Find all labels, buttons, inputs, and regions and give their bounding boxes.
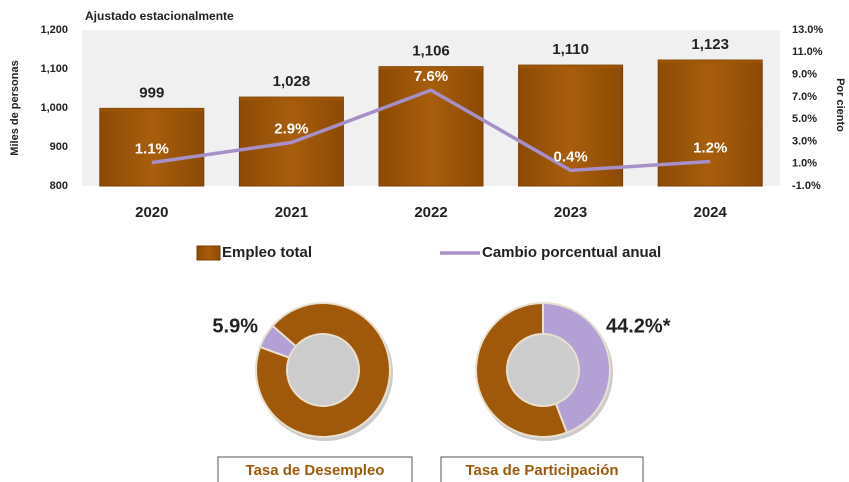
y-tick-label: 1,000 [40, 102, 68, 114]
bar [378, 66, 484, 187]
legend-label: Cambio porcentual anual [482, 244, 661, 261]
line-value-label: 2.9% [274, 121, 308, 138]
line [151, 88, 711, 173]
y2-tick-label: 9.0% [792, 68, 817, 80]
legend-swatch [196, 245, 221, 261]
subtitle: Ajustado estacionalmente [85, 9, 234, 23]
bar-value-label: 1,028 [273, 73, 311, 90]
line-value-label: 1.1% [135, 141, 169, 158]
y2-tick-label: 3.0% [792, 135, 817, 147]
x-tick-label: 2023 [554, 204, 587, 221]
bar-highlight [239, 97, 344, 101]
y-tick-label: 800 [50, 180, 68, 192]
donut-title: Tasa de Participación [465, 462, 618, 479]
bar-highlight [658, 60, 763, 64]
bar-value-label: 1,110 [552, 41, 589, 58]
y2-tick-label: -1.0% [792, 180, 821, 192]
bar-highlight [379, 66, 483, 70]
y-tick-label: 1,100 [40, 63, 68, 75]
legend-label: Empleo total [222, 244, 312, 261]
donut-value-label: 44.2%* [606, 315, 671, 337]
bar-value-label: 999 [139, 84, 164, 101]
line-value-label: 1.2% [693, 139, 727, 156]
bar-highlight [99, 108, 204, 112]
y-tick-label: 1,200 [40, 24, 68, 36]
title-box [440, 456, 644, 482]
line-value-label: 7.6% [414, 68, 448, 85]
y2-tick-label: 7.0% [792, 91, 817, 103]
donut-slice [475, 301, 569, 438]
donut-slice [542, 301, 611, 434]
y2-tick-label: 11.0% [792, 46, 823, 58]
x-tick-label: 2020 [135, 204, 168, 221]
bar-value-label: 1,123 [691, 36, 729, 53]
y-axis-label: Miles de personas [9, 60, 21, 155]
y2-axis-label: Por ciento [834, 78, 846, 132]
y2-tick-label: 1.0% [792, 158, 817, 170]
bar [99, 107, 205, 187]
bar-value-label: 1,106 [412, 43, 450, 60]
y2-tick-label: 5.0% [792, 113, 817, 125]
title-box [217, 456, 413, 482]
x-tick-label: 2024 [694, 204, 728, 221]
bar [518, 64, 624, 187]
bar [657, 59, 763, 187]
bar-highlight [518, 65, 623, 69]
donut-title: Tasa de Desempleo [246, 462, 385, 479]
y-tick-label: 900 [50, 141, 68, 153]
y2-tick-label: 13.0% [792, 24, 823, 36]
line-value-label: 0.4% [553, 148, 587, 165]
donut-slice [255, 302, 391, 438]
x-tick-label: 2021 [275, 204, 308, 221]
donut-value-label: 5.9% [212, 315, 258, 337]
x-tick-label: 2022 [414, 204, 447, 221]
